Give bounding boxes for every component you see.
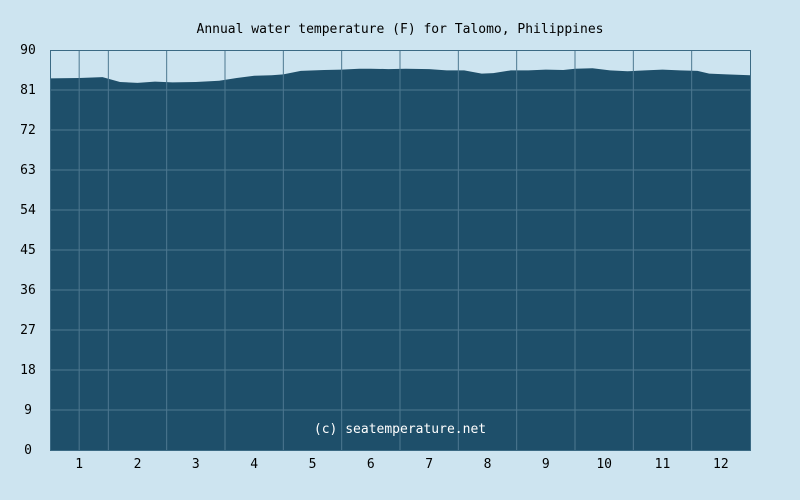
y-tick-label: 81 — [20, 83, 36, 98]
x-tick-labels: 1 2 3 4 5 6 7 8 9 10 11 12 — [75, 457, 728, 472]
watermark-text: (c) seatemperature.net — [314, 422, 486, 437]
y-tick-label: 45 — [20, 243, 36, 258]
y-tick-label: 36 — [20, 283, 36, 298]
x-tick-label: 6 — [367, 457, 375, 472]
grid-layer — [50, 50, 750, 450]
y-tick-label: 9 — [24, 403, 32, 418]
x-tick-label: 5 — [309, 457, 317, 472]
chart-title: Annual water temperature (F) for Talomo,… — [197, 22, 604, 37]
y-tick-label: 27 — [20, 323, 36, 338]
x-tick-label: 4 — [250, 457, 258, 472]
y-tick-label: 63 — [20, 163, 36, 178]
axis-layer — [50, 50, 751, 451]
x-tick-label: 1 — [75, 457, 83, 472]
y-tick-label: 54 — [20, 203, 36, 218]
y-tick-label: 0 — [24, 443, 32, 458]
y-tick-labels: 0 9 18 27 36 45 54 63 72 81 90 — [20, 43, 36, 458]
x-tick-label: 2 — [134, 457, 142, 472]
x-tick-label: 12 — [713, 457, 729, 472]
plot-frame — [50, 50, 751, 451]
y-tick-label: 18 — [20, 363, 36, 378]
x-tick-label: 8 — [484, 457, 492, 472]
y-tick-label: 72 — [20, 123, 36, 138]
x-tick-label: 10 — [596, 457, 612, 472]
y-tick-label: 90 — [20, 43, 36, 58]
x-tick-label: 7 — [425, 457, 433, 472]
x-tick-label: 9 — [542, 457, 550, 472]
x-tick-label: 3 — [192, 457, 200, 472]
x-tick-label: 11 — [655, 457, 671, 472]
